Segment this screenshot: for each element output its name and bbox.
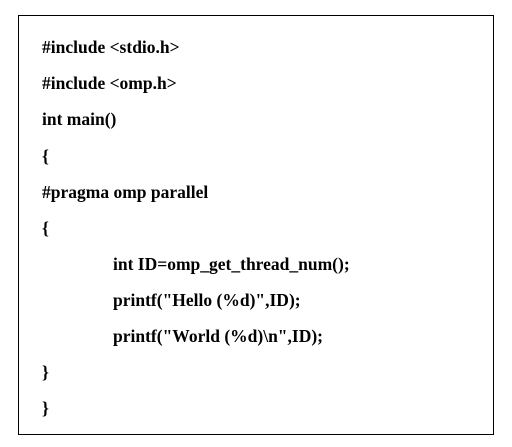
code-line-printf-world: printf("World (%d)\n",ID); — [113, 326, 323, 346]
code-line-printf-hello: printf("Hello (%d)",ID); — [113, 290, 301, 310]
code-listing-box: #include <stdio.h> #include <omp.h> int … — [18, 15, 494, 435]
code-line-include-stdio: #include <stdio.h> — [42, 37, 180, 57]
code-line-include-omp: #include <omp.h> — [42, 73, 177, 93]
code-line-main-signature: int main() — [42, 109, 117, 129]
code-line-close-brace-main: } — [42, 398, 49, 418]
code-line-thread-id: int ID=omp_get_thread_num(); — [113, 254, 350, 274]
code-line-open-brace-main: { — [42, 146, 49, 166]
code-line-pragma: #pragma omp parallel — [42, 182, 209, 202]
code-line-close-brace-parallel: } — [42, 362, 49, 382]
code-line-open-brace-parallel: { — [42, 218, 49, 238]
